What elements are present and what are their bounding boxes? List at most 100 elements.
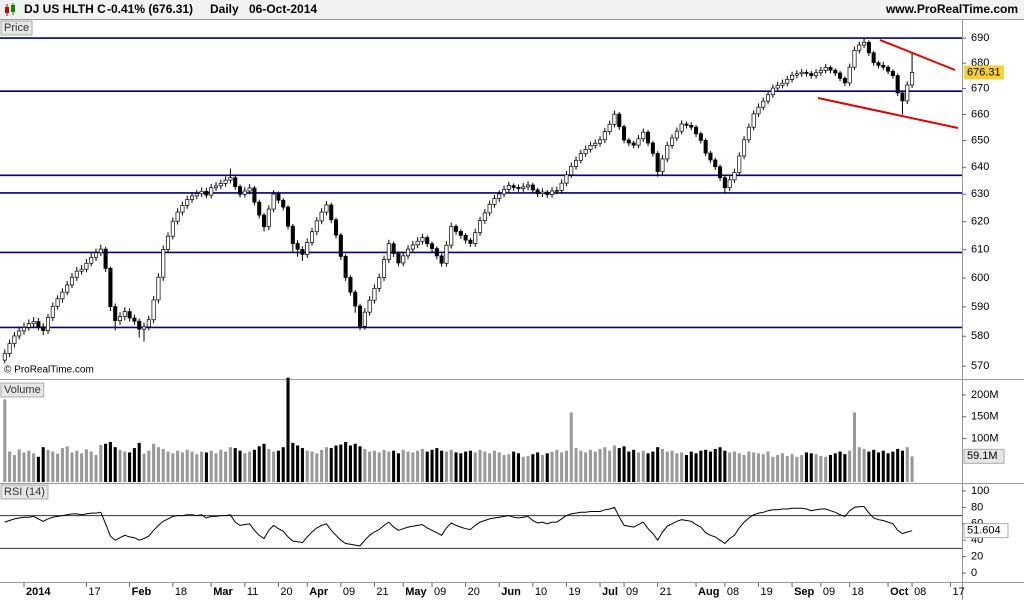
volume-bar [660, 448, 664, 482]
x-tick-label: 18 [175, 586, 187, 598]
candle-body [593, 142, 598, 146]
volume-bar [262, 443, 266, 482]
candle-body [650, 142, 655, 154]
instrument: DJ US HLTH C [24, 2, 106, 16]
x-tick-label: 11 [247, 586, 258, 598]
volume-bar [60, 448, 64, 482]
y-tick-label: 660 [971, 108, 989, 120]
panel-label-box [0, 382, 45, 398]
candle-body [785, 79, 790, 84]
volume-bar [156, 447, 160, 482]
candle-body [7, 343, 12, 354]
header-bar [0, 0, 1024, 19]
volume-bar [454, 452, 458, 482]
candle-body [55, 298, 60, 307]
volume-bar [224, 451, 228, 482]
volume-bar [51, 451, 55, 482]
candle-body [761, 100, 766, 108]
volume-bar [243, 453, 247, 482]
x-tick-label: 2014 [26, 586, 51, 598]
volume-bar [833, 453, 837, 482]
volume-bar [353, 443, 357, 482]
volume-bar [867, 451, 871, 482]
candle-body [737, 155, 742, 173]
candle-body [74, 270, 79, 278]
candle-body [285, 206, 291, 227]
volume-bar [104, 443, 108, 482]
volume-bar [161, 448, 165, 482]
y-tick-label: 590 [971, 301, 989, 313]
candle-body [535, 189, 540, 195]
candle-body [751, 113, 756, 128]
volume-bar [694, 453, 698, 482]
date: 06-Oct-2014 [249, 2, 317, 16]
candle-body [886, 66, 891, 72]
candle-body [449, 226, 454, 246]
volume-bar [569, 412, 573, 482]
volume-bar [147, 450, 151, 482]
candle-body [305, 242, 310, 255]
candle-body [809, 73, 814, 76]
candle-body [406, 248, 411, 257]
candle-body [833, 69, 838, 74]
volume-bar [12, 455, 16, 482]
candle-body [674, 130, 679, 139]
volume-bar [3, 399, 7, 482]
candle-body [122, 311, 127, 317]
candle-body [746, 126, 751, 141]
period: Daily [210, 2, 239, 16]
volume-bar [430, 449, 434, 482]
x-tick-label: 09 [434, 586, 446, 598]
volume-bar [478, 449, 482, 482]
y-tick-label: 610 [971, 244, 989, 256]
candle-body [463, 235, 468, 241]
volume-bar [689, 451, 693, 482]
candle-body [655, 152, 660, 172]
candle-body [290, 225, 295, 244]
candle-body [300, 249, 305, 255]
candle-body [420, 237, 425, 242]
volume-bar [315, 453, 319, 482]
volume-bar [756, 453, 760, 482]
candle-body [137, 320, 142, 330]
panel-label-box [0, 484, 49, 500]
candle-body [794, 73, 799, 76]
candle-body [319, 211, 324, 222]
candle-body [689, 125, 694, 128]
candle-body [218, 183, 223, 187]
volume-bar [828, 455, 833, 482]
volume-bar [905, 447, 909, 482]
volume-bar [233, 448, 237, 482]
volume-bar [305, 450, 309, 482]
volume-bar [656, 447, 660, 482]
candle-body [348, 277, 353, 293]
volume-bar [886, 453, 890, 482]
volume-bar [636, 452, 640, 482]
x-tick-label: 17 [952, 586, 964, 598]
volume-bar [358, 446, 362, 482]
candle-body [823, 67, 828, 71]
x-tick-label: 08 [914, 586, 926, 598]
volume-bar [708, 451, 712, 482]
candle-body [708, 152, 713, 161]
candle-body [151, 299, 156, 321]
volume-bar [771, 456, 775, 482]
volume-bar [324, 447, 328, 482]
x-tick-label: 17 [88, 586, 100, 598]
volume-bar [180, 452, 184, 482]
volume-bar [588, 449, 592, 482]
candle-body [790, 74, 795, 80]
candle-body [132, 317, 137, 322]
volume-bar [665, 451, 669, 482]
candle-body [50, 305, 55, 318]
y-tick-label: 630 [971, 188, 989, 200]
y-tick-label: 0 [971, 567, 977, 579]
candle-body [353, 291, 358, 307]
candle-body [631, 142, 636, 146]
candle-body [261, 214, 267, 228]
candle-body [425, 237, 430, 245]
volume-bar [800, 455, 804, 482]
volume-bar [684, 455, 688, 482]
candle-body [31, 321, 36, 324]
